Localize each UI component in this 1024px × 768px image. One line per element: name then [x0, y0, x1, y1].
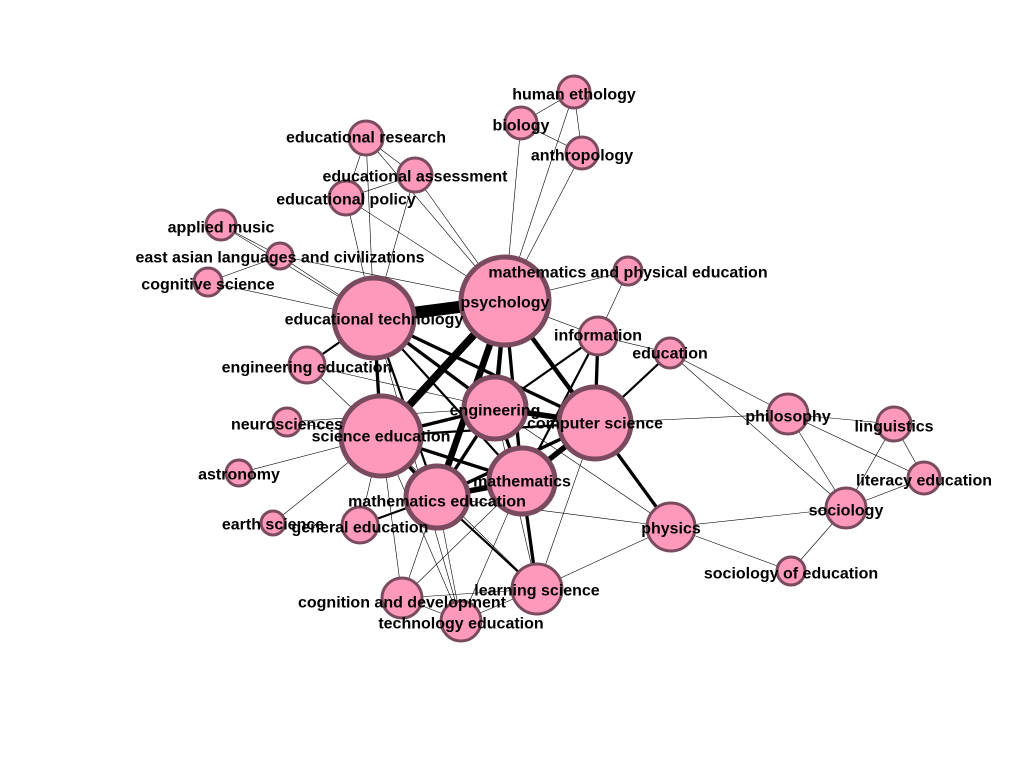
node-label-educational-technology: educational technology — [285, 312, 464, 329]
node-educational-research[interactable] — [347, 119, 385, 157]
node-computer-science[interactable] — [556, 384, 634, 462]
node-label-educational-assessment: educational assessment — [323, 169, 509, 186]
node-information[interactable] — [577, 315, 619, 357]
node-general-education[interactable] — [340, 505, 380, 545]
node-linguistics[interactable] — [875, 405, 913, 443]
node-earth-science[interactable] — [259, 509, 287, 537]
node-label-math-phys-ed: mathematics and physical education — [488, 265, 767, 282]
node-label-mathematics: mathematics — [473, 474, 571, 491]
node-learning-science[interactable] — [510, 562, 564, 616]
node-label-engineering: engineering — [450, 403, 541, 420]
node-astronomy[interactable] — [224, 458, 254, 488]
node-philosophy[interactable] — [766, 392, 810, 436]
node-label-sociology: sociology — [809, 503, 884, 520]
node-label-earth-science: earth science — [222, 517, 324, 534]
node-educational-assessment[interactable] — [396, 156, 434, 194]
node-label-sociology-of-education: sociology of education — [704, 566, 878, 583]
node-label-astronomy: astronomy — [198, 467, 280, 484]
node-label-general-education: general education — [292, 520, 429, 537]
node-label-east-asian: east asian languages and civilizations — [136, 250, 425, 267]
node-cognition-development[interactable] — [380, 576, 424, 620]
node-label-psychology: psychology — [461, 295, 550, 312]
node-mathematics-education[interactable] — [403, 463, 471, 531]
node-label-science-education: science education — [312, 429, 451, 446]
node-label-anthropology: anthropology — [531, 148, 633, 165]
node-label-human-ethology: human ethology — [512, 87, 636, 104]
node-neurosciences[interactable] — [271, 406, 303, 438]
node-psychology[interactable] — [458, 254, 552, 348]
node-label-educational-policy: educational policy — [276, 192, 416, 209]
node-label-applied-music: applied music — [168, 220, 275, 237]
node-math-phys-ed[interactable] — [612, 255, 644, 287]
node-label-learning-science: learning science — [474, 583, 599, 600]
node-label-philosophy: philosophy — [745, 409, 830, 426]
node-physics[interactable] — [645, 501, 697, 553]
edge-physics-mathematics_education — [436, 496, 672, 528]
node-educational-technology[interactable] — [331, 275, 417, 361]
node-education[interactable] — [653, 336, 687, 370]
node-educational-policy[interactable] — [327, 179, 365, 217]
edge-education-philosophy — [669, 352, 789, 415]
node-sociology[interactable] — [824, 486, 868, 530]
node-engineering-education[interactable] — [287, 345, 327, 385]
node-anthropology[interactable] — [564, 135, 600, 171]
label-layer: human ethology biology anthropology educati… — [136, 87, 993, 633]
node-engineering[interactable] — [461, 374, 529, 442]
node-label-cognition-development: cognition and development — [298, 595, 507, 612]
node-label-engineering-education: engineering education — [222, 360, 393, 377]
edge-educational_technology-technology_education — [373, 317, 462, 622]
node-biology[interactable] — [503, 105, 539, 141]
node-label-educational-research: educational research — [286, 130, 446, 147]
node-label-linguistics: linguistics — [854, 419, 933, 436]
node-layer — [192, 74, 942, 643]
node-technology-education[interactable] — [439, 599, 483, 643]
node-label-neurosciences: neurosciences — [231, 417, 343, 434]
node-label-education: education — [632, 346, 708, 363]
node-literacy-education[interactable] — [906, 460, 942, 496]
node-label-biology: biology — [493, 118, 550, 135]
node-cognitive-science[interactable] — [192, 266, 224, 298]
edge-philosophy-literacy_education — [787, 413, 925, 479]
node-east-asian[interactable] — [265, 241, 295, 271]
node-science-education[interactable] — [338, 393, 424, 479]
node-mathematics[interactable] — [486, 445, 558, 517]
node-label-technology-education: technology education — [378, 616, 543, 633]
node-label-mathematics-education: mathematics education — [348, 494, 526, 511]
edge-physics-sociology — [670, 507, 847, 528]
node-sociology-of-education[interactable] — [775, 555, 807, 587]
edge-physics-engineering — [494, 407, 672, 528]
node-label-information: information — [554, 328, 642, 345]
node-applied-music[interactable] — [204, 208, 238, 242]
edge-education-sociology — [669, 352, 847, 509]
node-label-physics: physics — [641, 521, 701, 538]
node-human-ethology[interactable] — [556, 74, 592, 110]
node-label-literacy-education: literacy education — [856, 473, 992, 490]
node-label-cognitive-science: cognitive science — [141, 277, 274, 294]
node-label-computer-science: computer science — [527, 416, 663, 433]
